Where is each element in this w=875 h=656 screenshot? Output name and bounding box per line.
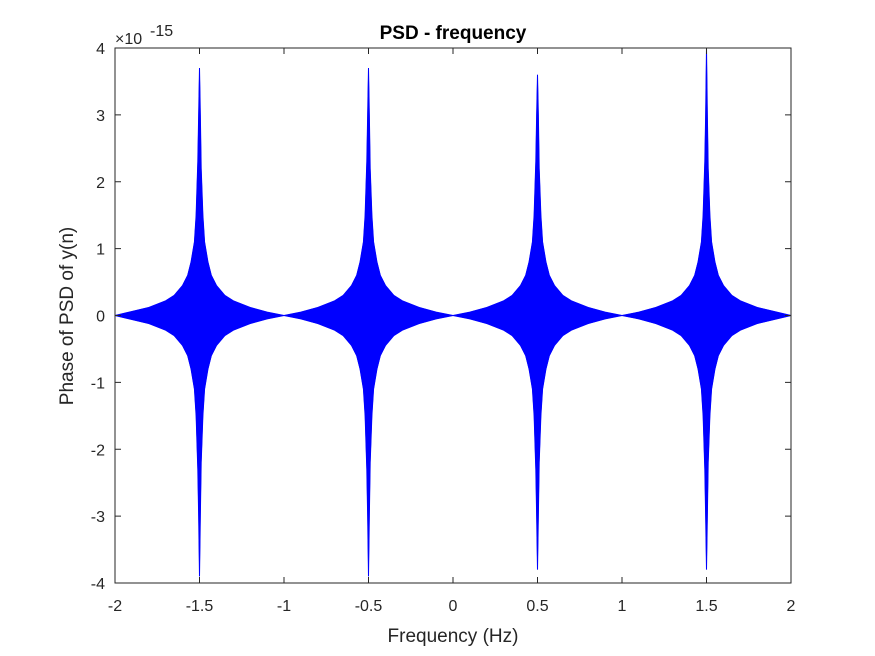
x-tick-label: -0.5 (355, 598, 383, 615)
x-tick-label: -1 (277, 598, 291, 615)
y-tick-label: 4 (96, 41, 105, 58)
y-tick-label: -4 (91, 576, 105, 593)
x-tick-label: 1 (618, 598, 627, 615)
x-axis-label: Frequency (Hz) (388, 626, 519, 647)
y-tick-label: 0 (96, 309, 105, 326)
y-exponent: ×10 -15 (115, 23, 173, 48)
x-tick-label: -1.5 (186, 598, 214, 615)
chart-title: PSD - frequency (380, 23, 527, 44)
x-tick-label: -2 (108, 598, 122, 615)
x-axis-ticks: -2 -1.5 -1 -0.5 0 0.5 1 1.5 2 (108, 48, 796, 615)
signal-layer (114, 47, 792, 577)
x-tick-label: 0 (449, 598, 458, 615)
y-tick-label: 2 (96, 175, 105, 192)
y-axis-ticks: -4 -3 -2 -1 0 1 2 3 4 (91, 41, 791, 593)
y-axis-label: Phase of PSD of y(n) (57, 227, 78, 405)
y-exponent-base: ×10 (115, 31, 142, 48)
y-exponent-power: -15 (150, 23, 173, 40)
y-tick-label: 1 (96, 242, 105, 259)
x-tick-label: 2 (787, 598, 796, 615)
x-tick-label: 1.5 (695, 598, 717, 615)
series-line-lower (114, 314, 792, 577)
x-tick-label: 0.5 (526, 598, 548, 615)
y-tick-label: -2 (91, 442, 105, 459)
y-tick-label: -1 (91, 375, 105, 392)
y-tick-label: 3 (96, 108, 105, 125)
y-tick-label: -3 (91, 509, 105, 526)
